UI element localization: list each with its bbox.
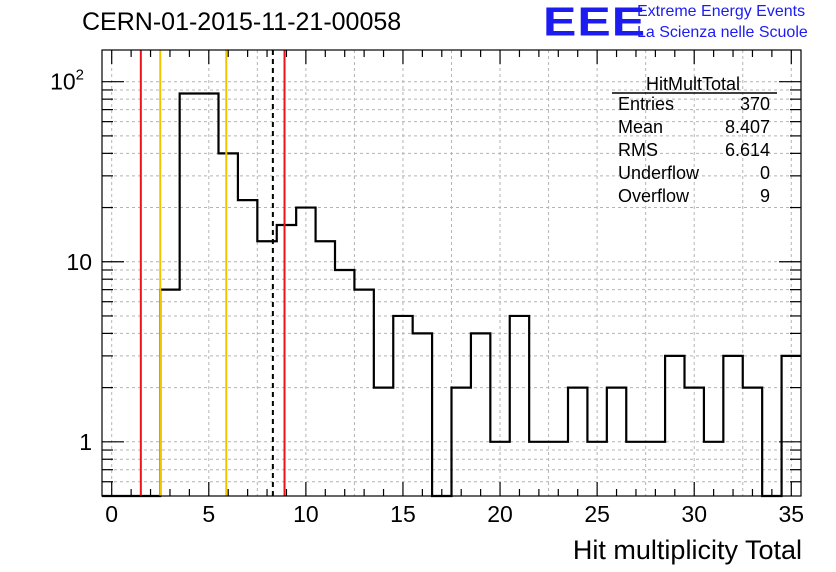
histogram-bin <box>607 388 626 496</box>
histogram-bin <box>180 93 199 496</box>
histogram-bin <box>471 333 490 496</box>
x-tick-label: 35 <box>778 501 804 527</box>
stats-label: Mean <box>618 117 663 137</box>
plot-frame <box>101 49 802 497</box>
logo-text-line1: Extreme Energy Events <box>637 3 806 20</box>
logo-text-line2: La Scienza nelle Scuole <box>637 24 808 41</box>
stats-label: Overflow <box>618 186 690 206</box>
histogram-bin <box>510 316 529 496</box>
histogram-bin <box>335 270 354 496</box>
histogram-bin <box>277 225 296 496</box>
histogram-outline <box>102 92 801 498</box>
stats-value: 9 <box>760 186 770 206</box>
y-tick-label: 10 <box>66 249 92 275</box>
stats-value: 6.614 <box>725 140 770 160</box>
stats-label: Entries <box>618 94 674 114</box>
histogram-bin <box>238 200 257 496</box>
stats-box: HitMultTotal Entries 370 Mean 8.407 RMS 6.614… <box>612 74 777 206</box>
stats-value: 8.407 <box>725 117 770 137</box>
stats-title: HitMultTotal <box>646 74 740 94</box>
x-axis-label: Hit multiplicity Total <box>572 535 802 565</box>
eee-logo: EEE <box>543 0 647 45</box>
stats-value: 370 <box>740 94 770 114</box>
marker-lines <box>139 50 286 496</box>
stats-label: Underflow <box>618 163 700 183</box>
histogram-bin <box>413 333 432 496</box>
chart-title: CERN-01-2015-11-21-00058 <box>82 8 402 36</box>
x-tick-label: 15 <box>390 501 416 527</box>
x-tick-label: 10 <box>293 501 319 527</box>
x-tick-label: 5 <box>202 501 215 527</box>
x-tick-label: 0 <box>105 501 118 527</box>
axis-tick-labels: 0 5 10 15 20 25 30 35 1 10 102 <box>50 67 804 527</box>
histogram-bin <box>160 290 179 496</box>
histogram-bin <box>665 356 684 496</box>
x-tick-label: 20 <box>487 501 513 527</box>
histogram-bin <box>723 356 742 496</box>
y-tick-label: 1 <box>79 429 92 455</box>
histogram-bars <box>102 92 801 498</box>
histogram-bin <box>354 290 373 496</box>
stats-label: RMS <box>618 140 658 160</box>
axis-ticks <box>102 50 801 496</box>
y-tick-label: 102 <box>50 67 84 95</box>
x-tick-label: 25 <box>584 501 610 527</box>
stats-value: 0 <box>760 163 770 183</box>
histogram-bin <box>219 153 238 496</box>
x-tick-label: 30 <box>681 501 707 527</box>
histogram-bin <box>529 442 548 496</box>
